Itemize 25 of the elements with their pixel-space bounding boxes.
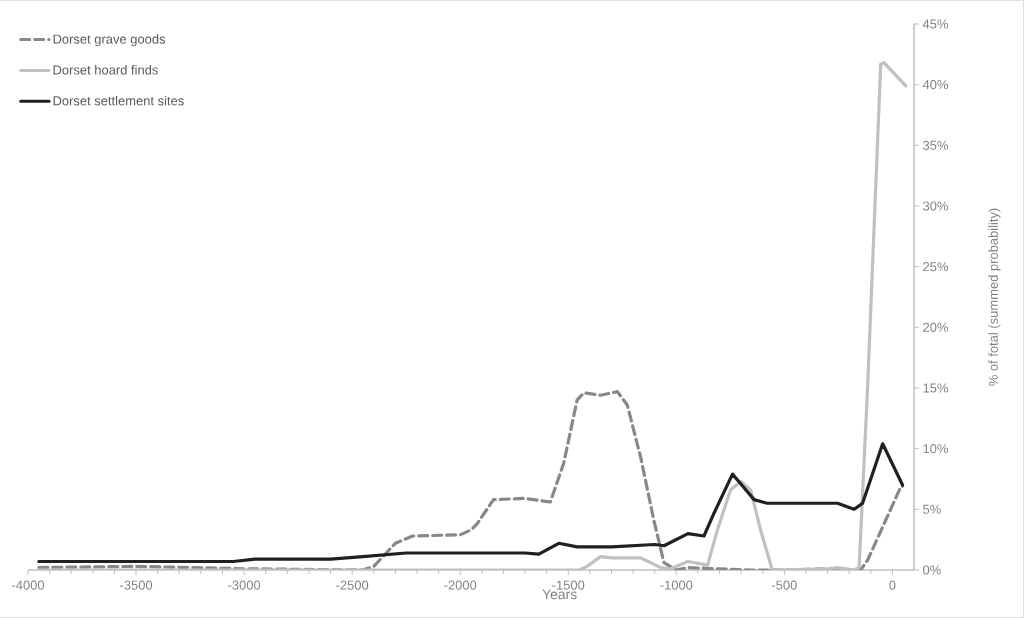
y-tick-label: 5% bbox=[923, 504, 941, 514]
y-tick-label: 0% bbox=[923, 565, 941, 575]
y-tick-label: 30% bbox=[923, 201, 948, 211]
x-tick-label: -1000 bbox=[660, 580, 693, 590]
y-tick-label: 35% bbox=[923, 140, 948, 150]
x-tick-label: 0 bbox=[889, 580, 896, 590]
legend-label: Dorset grave goods bbox=[53, 34, 166, 47]
y-tick-label: 25% bbox=[923, 262, 948, 272]
x-tick-label: -500 bbox=[771, 580, 797, 590]
x-tick-label: -2000 bbox=[444, 580, 477, 590]
legend-label: Dorset settlement sites bbox=[53, 95, 184, 106]
y-tick-label: 20% bbox=[923, 322, 948, 332]
y-tick-label: 40% bbox=[922, 80, 948, 90]
x-tick-label: -1500 bbox=[552, 580, 585, 590]
x-tick-label: -3000 bbox=[228, 580, 261, 590]
y-tick-label: 45% bbox=[922, 19, 948, 29]
legend-label: Dorset hoard finds bbox=[53, 65, 158, 75]
x-tick-label: -4000 bbox=[12, 580, 45, 590]
line-series bbox=[37, 390, 905, 570]
x-tick-label: -2500 bbox=[336, 580, 369, 590]
x-axis-title: Years bbox=[542, 589, 577, 600]
y-axis-title: % of fotal (summed probability) bbox=[988, 208, 1001, 386]
y-tick-label: 10% bbox=[923, 444, 948, 454]
x-tick-label: -3500 bbox=[120, 580, 153, 590]
y-tick-label: 15% bbox=[923, 383, 948, 393]
